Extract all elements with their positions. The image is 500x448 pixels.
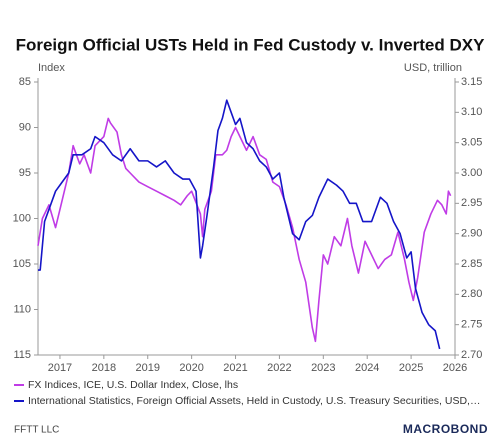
y-tick-label: 95 <box>19 167 31 179</box>
y2-tick-label: 2.80 <box>461 288 482 300</box>
y2-tick-label: 2.95 <box>461 197 482 209</box>
x-tick-label: 2019 <box>135 362 159 374</box>
y2-tick-label: 2.75 <box>461 319 482 331</box>
y-tick-label: 85 <box>19 76 31 88</box>
x-tick-label: 2026 <box>443 362 467 374</box>
x-tick-label: 2025 <box>399 362 423 374</box>
y2-tick-label: 2.90 <box>461 228 482 240</box>
y-tick-label: 90 <box>19 121 31 133</box>
series-line <box>37 117 452 343</box>
y-tick-label: 115 <box>13 349 31 361</box>
y-axis-label: Index <box>38 62 65 74</box>
y2-tick-label: 2.85 <box>461 258 482 270</box>
x-tick-label: 2023 <box>311 362 335 374</box>
y-tick-label: 100 <box>13 212 31 224</box>
chart-title: Foreign Official USTs Held in Fed Custod… <box>16 35 485 54</box>
x-tick-label: 2017 <box>48 362 72 374</box>
y2-tick-label: 3.00 <box>461 167 482 179</box>
series-line <box>38 99 441 350</box>
logo: MACROBOND <box>403 422 488 436</box>
y-tick-label: 110 <box>13 303 31 315</box>
x-tick-label: 2022 <box>267 362 291 374</box>
x-tick-label: 2020 <box>179 362 203 374</box>
y2-tick-label: 3.05 <box>461 137 482 149</box>
y2-tick-label: 3.15 <box>461 76 482 88</box>
source: FFTT LLC <box>14 425 59 436</box>
y2-tick-label: 3.10 <box>461 106 482 118</box>
x-tick-label: 2021 <box>223 362 247 374</box>
legend-label: FX Indices, ICE, U.S. Dollar Index, Clos… <box>28 379 238 391</box>
y-tick-label: 105 <box>13 258 31 270</box>
y2-tick-label: 2.70 <box>461 349 482 361</box>
y2-axis-label: USD, trillion <box>404 62 462 74</box>
x-tick-label: 2024 <box>355 362 379 374</box>
x-tick-label: 2018 <box>92 362 116 374</box>
legend-label: International Statistics, Foreign Offici… <box>28 395 480 407</box>
